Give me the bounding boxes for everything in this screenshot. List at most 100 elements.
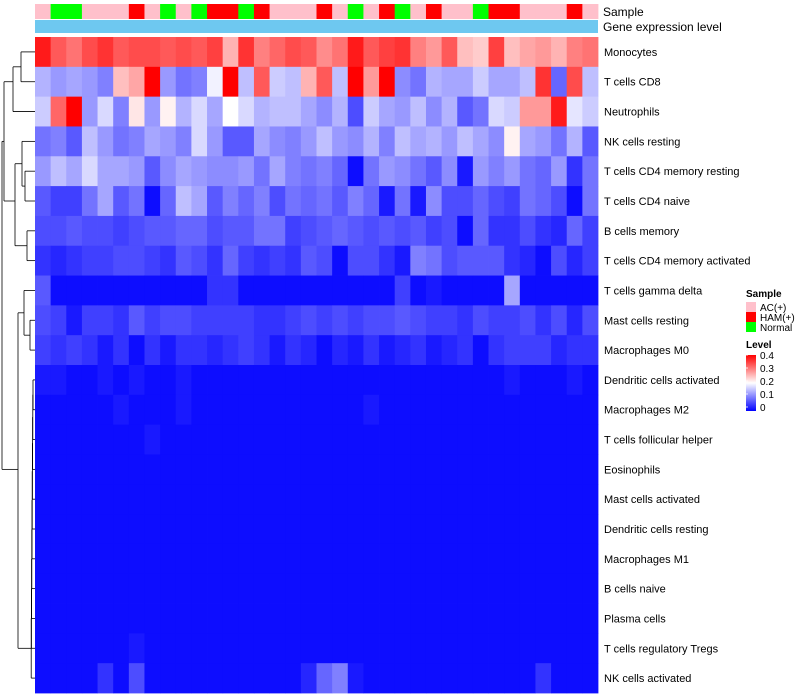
heatmap-cell <box>191 245 208 276</box>
heatmap-cell <box>35 365 52 396</box>
heatmap-cell <box>363 245 380 276</box>
heatmap-cell <box>160 514 177 545</box>
heatmap-cell <box>191 603 208 634</box>
heatmap-cell <box>441 394 458 426</box>
heatmap-cell <box>191 514 208 545</box>
heatmap-cell <box>285 156 302 187</box>
heatmap-cell <box>191 96 208 127</box>
heatmap-cell <box>535 543 552 575</box>
heatmap-cell <box>332 454 349 485</box>
sample-cell <box>253 4 270 19</box>
heatmap-cell <box>504 245 521 276</box>
heatmap-cell <box>316 424 333 455</box>
heatmap-cell <box>207 156 224 187</box>
heatmap-cell <box>316 603 333 634</box>
heatmap-cell <box>144 633 161 664</box>
heatmap-cell <box>160 275 177 306</box>
heatmap-cell <box>285 335 302 366</box>
heatmap-cell <box>332 514 349 545</box>
heatmap-cell <box>238 126 255 157</box>
heatmap-cell <box>144 663 161 694</box>
heatmap-cell <box>191 633 208 664</box>
heatmap-cell <box>425 424 443 455</box>
heatmap-cell <box>97 603 114 634</box>
heatmap-cell <box>238 424 255 455</box>
heatmap-cell <box>128 126 145 157</box>
heatmap-cell <box>363 484 380 515</box>
heatmap-cell <box>66 126 83 157</box>
legend-sample-label: Normal <box>760 323 792 334</box>
heatmap-cell <box>191 275 208 306</box>
heatmap-cell <box>551 186 568 217</box>
heatmap-cell <box>269 66 286 98</box>
heatmap-cell <box>425 96 443 127</box>
heatmap-cell <box>551 514 568 545</box>
heatmap-cell <box>175 305 192 336</box>
heatmap-cell <box>269 186 286 217</box>
heatmap-cell <box>519 394 536 426</box>
heatmap-cell <box>66 96 83 127</box>
heatmap-cell <box>316 335 333 366</box>
heatmap-cell <box>144 543 161 575</box>
heatmap-cell <box>472 603 489 634</box>
heatmap-cell <box>535 603 552 634</box>
heatmap-cell <box>144 424 161 455</box>
heatmap-cell <box>394 573 411 604</box>
heatmap-cell <box>410 96 427 127</box>
heatmap-cell <box>238 245 255 276</box>
heatmap-cell <box>425 335 443 366</box>
heatmap-cell <box>300 305 317 336</box>
heatmap-cell <box>222 514 239 545</box>
heatmap-cell <box>113 37 130 68</box>
heatmap-cell <box>113 126 130 157</box>
legend-level-title: Level <box>746 340 772 351</box>
heatmap-cell <box>175 603 192 634</box>
heatmap-cell <box>363 543 380 575</box>
heatmap-cell <box>504 424 521 455</box>
heatmap-cell <box>253 603 270 634</box>
heatmap-cell <box>441 365 458 396</box>
heatmap-cell <box>269 484 286 515</box>
heatmap-cell <box>66 37 83 68</box>
heatmap-cell <box>535 573 552 604</box>
heatmap-cell <box>441 424 458 455</box>
heatmap-cell <box>488 454 505 485</box>
heatmap-cell <box>300 275 317 306</box>
heatmap-cell <box>269 454 286 485</box>
sample-cell <box>269 4 286 19</box>
heatmap-cell <box>379 543 396 575</box>
heatmap-cell <box>144 394 161 426</box>
heatmap-cell <box>316 126 333 157</box>
heatmap-cell <box>50 37 67 68</box>
row-labels: Monocytes T cells CD8 Neutrophils NK cells … <box>604 47 751 685</box>
heatmap-cell <box>207 603 224 634</box>
heatmap-cell <box>347 365 364 396</box>
heatmap-cell <box>410 484 427 515</box>
heatmap-cell <box>50 633 67 664</box>
heatmap-cell <box>300 603 317 634</box>
heatmap-cell <box>582 514 599 545</box>
sample-cell <box>160 4 177 19</box>
heatmap-cell <box>207 484 224 515</box>
heatmap-cell <box>519 245 536 276</box>
heatmap-cell <box>238 394 255 426</box>
heatmap-cell <box>285 573 302 604</box>
heatmap-cell <box>488 484 505 515</box>
heatmap-cell <box>551 633 568 664</box>
heatmap-cell <box>316 305 333 336</box>
heatmap-cell <box>488 335 505 366</box>
heatmap-cell <box>50 305 67 336</box>
heatmap-cell <box>441 37 458 68</box>
heatmap-cell <box>582 37 599 68</box>
row-label: B cells naive <box>604 584 666 596</box>
heatmap-cell <box>519 633 536 664</box>
heatmap-cell <box>128 543 145 575</box>
heatmap-cell <box>97 514 114 545</box>
heatmap-cell <box>332 156 349 187</box>
sample-cell <box>394 4 411 19</box>
heatmap-cell <box>425 245 443 276</box>
heatmap-cell <box>50 543 67 575</box>
heatmap-cell <box>347 603 364 634</box>
heatmap-cell <box>551 454 568 485</box>
expression-level-bar <box>35 20 598 33</box>
